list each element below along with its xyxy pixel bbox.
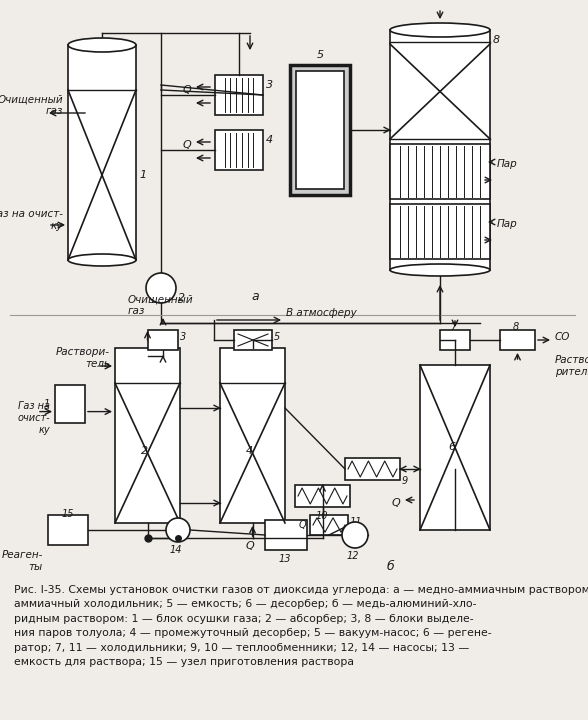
Text: 9: 9 [402,476,408,486]
Bar [215,130,263,170]
Bar [345,458,400,480]
Text: б: б [386,560,394,573]
Ellipse shape [390,264,490,276]
Text: 12: 12 [347,551,359,561]
Text: Q: Q [182,85,191,95]
Text: Реаген-
ты: Реаген- ты [2,550,43,572]
Bar [310,515,348,535]
Text: 14: 14 [170,545,182,555]
Text: 15: 15 [62,509,74,519]
Text: 3: 3 [266,80,273,90]
Bar [68,45,136,260]
Bar [440,330,470,350]
Bar [390,204,490,259]
Bar [55,385,85,423]
Text: В атмосферу: В атмосферу [286,308,357,318]
Text: Q: Q [391,498,400,508]
Bar [296,71,344,189]
Bar [290,65,350,195]
Text: Газ на
очист-
ку: Газ на очист- ку [18,401,50,435]
Bar [220,348,285,523]
Text: CO+CO$_2$: CO+CO$_2$ [416,0,465,2]
Text: 10: 10 [316,511,328,521]
Text: 5: 5 [316,50,323,60]
Bar [115,348,180,523]
Text: 1: 1 [44,399,50,409]
Bar [420,365,490,530]
Text: 2: 2 [141,446,148,456]
Text: 2: 2 [178,293,185,303]
Text: Пар: Пар [497,159,518,169]
Text: 8: 8 [493,35,500,45]
Bar [265,520,307,550]
Text: 11: 11 [350,517,362,527]
Text: Очищенный
газ: Очищенный газ [128,294,193,316]
Circle shape [146,273,176,303]
Bar [215,75,263,115]
Text: 6: 6 [449,443,456,452]
Text: Раство-
ритель: Раство- ритель [555,355,588,377]
Circle shape [342,522,368,548]
Text: 3: 3 [180,332,186,342]
Bar [48,515,88,545]
Text: а: а [251,290,259,303]
Text: 7: 7 [450,322,456,332]
Text: 8: 8 [513,322,519,332]
Text: Q: Q [182,140,191,150]
Bar [390,144,490,199]
Text: Пар: Пар [497,219,518,229]
Circle shape [166,518,190,542]
Ellipse shape [390,23,490,37]
Text: CO: CO [555,332,570,342]
Text: 5: 5 [274,332,280,342]
Text: Q: Q [245,541,254,551]
Text: Q: Q [298,520,306,530]
Text: 4: 4 [266,135,273,145]
Text: 1: 1 [139,170,146,180]
Bar [295,485,350,507]
Bar [148,330,178,350]
Text: 4: 4 [246,446,253,456]
Text: 13: 13 [279,554,292,564]
Text: Очищенный
газ: Очищенный газ [0,94,63,116]
Text: Рис. I-35. Схемы установок очистки газов от диоксида углерода: а — медно-аммиачн: Рис. I-35. Схемы установок очистки газов… [14,585,588,667]
Ellipse shape [68,38,136,52]
Bar [234,330,272,350]
Bar [390,30,490,270]
Text: Газ на очист-
ку: Газ на очист- ку [0,210,63,231]
Text: Раствори-
тель: Раствори- тель [56,347,110,369]
Ellipse shape [68,254,136,266]
Bar [500,330,535,350]
